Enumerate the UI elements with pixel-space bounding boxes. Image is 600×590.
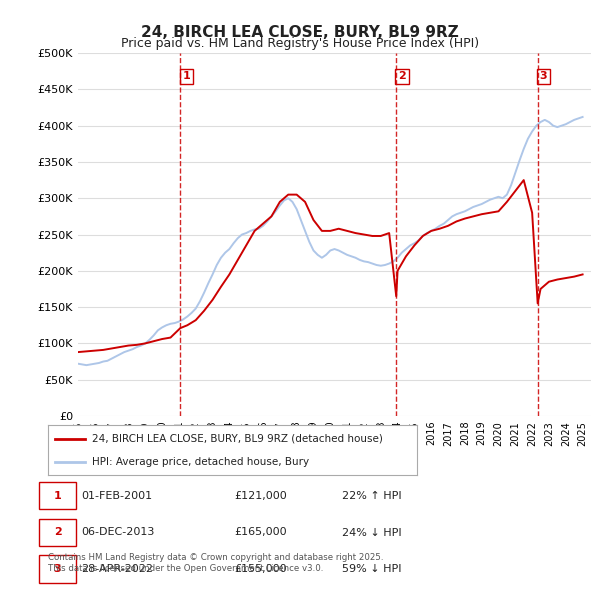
FancyBboxPatch shape [39, 482, 76, 510]
Text: 59% ↓ HPI: 59% ↓ HPI [342, 564, 401, 574]
Text: 24, BIRCH LEA CLOSE, BURY, BL9 9RZ: 24, BIRCH LEA CLOSE, BURY, BL9 9RZ [141, 25, 459, 40]
Text: 2: 2 [398, 71, 406, 81]
Text: 2: 2 [54, 527, 61, 537]
Text: 24% ↓ HPI: 24% ↓ HPI [342, 527, 401, 537]
Text: Contains HM Land Registry data © Crown copyright and database right 2025.: Contains HM Land Registry data © Crown c… [48, 553, 383, 562]
Text: Price paid vs. HM Land Registry's House Price Index (HPI): Price paid vs. HM Land Registry's House … [121, 37, 479, 50]
Text: £155,000: £155,000 [234, 564, 287, 574]
Text: 3: 3 [539, 71, 547, 81]
FancyBboxPatch shape [39, 519, 76, 546]
Text: 28-APR-2022: 28-APR-2022 [81, 564, 153, 574]
Text: 22% ↑ HPI: 22% ↑ HPI [342, 491, 401, 501]
Text: £121,000: £121,000 [234, 491, 287, 501]
Text: 06-DEC-2013: 06-DEC-2013 [81, 527, 154, 537]
FancyBboxPatch shape [39, 556, 76, 583]
Text: HPI: Average price, detached house, Bury: HPI: Average price, detached house, Bury [92, 457, 310, 467]
Text: 24, BIRCH LEA CLOSE, BURY, BL9 9RZ (detached house): 24, BIRCH LEA CLOSE, BURY, BL9 9RZ (deta… [92, 434, 383, 444]
Text: £165,000: £165,000 [234, 527, 287, 537]
Text: 1: 1 [182, 71, 190, 81]
Text: This data is licensed under the Open Government Licence v3.0.: This data is licensed under the Open Gov… [48, 565, 323, 573]
Text: 3: 3 [54, 564, 61, 574]
Text: 01-FEB-2001: 01-FEB-2001 [81, 491, 152, 501]
Text: 1: 1 [54, 491, 61, 501]
